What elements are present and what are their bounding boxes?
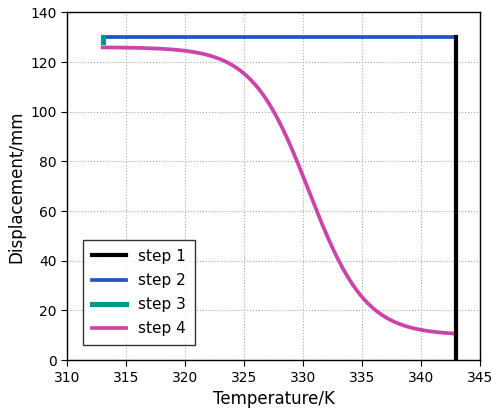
Y-axis label: Displacement/mm: Displacement/mm bbox=[7, 110, 25, 263]
X-axis label: Temperature/K: Temperature/K bbox=[212, 390, 334, 408]
Legend: step 1, step 2, step 3, step 4: step 1, step 2, step 3, step 4 bbox=[83, 239, 195, 346]
